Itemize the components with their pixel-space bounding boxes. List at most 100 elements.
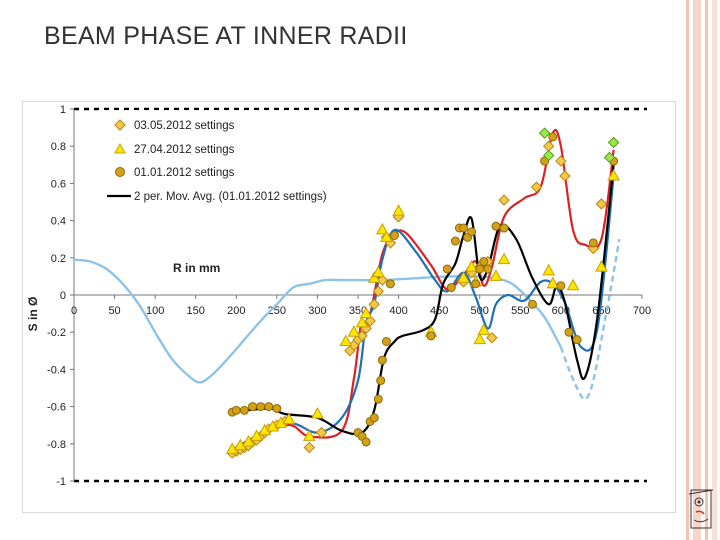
marker-circle — [450, 236, 460, 246]
x-tick-label: 700 — [633, 305, 651, 317]
legend-entry-1: 27.04.2012 settings — [114, 142, 235, 156]
marker-circle — [479, 257, 489, 267]
marker-circle — [491, 221, 501, 231]
marker-triangle — [473, 332, 487, 345]
y-axis-title: S in Ø — [26, 297, 40, 332]
axes-layer: 1 0.8 0.6 0.4 0.2 0 -0.2 -0.4 -0.6 -0.8 -1 0 50 100 15… — [47, 104, 651, 488]
marker-triangle — [367, 271, 381, 283]
curve-light-blue-dashed — [559, 238, 621, 401]
x-tick-label: 300 — [308, 305, 326, 317]
marker-circle — [264, 402, 274, 412]
marker-circle — [458, 223, 468, 233]
y-tick-label: -0.4 — [47, 364, 66, 376]
marker-diamond — [595, 198, 608, 210]
marker-triangle — [242, 434, 255, 447]
marker-triangle — [339, 334, 353, 346]
x-tick-label: 150 — [187, 305, 205, 317]
marker-triangle — [566, 278, 580, 291]
marker-circle — [248, 402, 258, 412]
marker-triangle — [542, 263, 556, 276]
marker-circle — [361, 437, 371, 447]
marker-triangle — [375, 222, 389, 235]
y-tick-label: -0.6 — [47, 402, 66, 414]
marker-circle — [467, 227, 477, 237]
marker-diamond — [372, 285, 384, 297]
beam-phase-chart: 1 0.8 0.6 0.4 0.2 0 -0.2 -0.4 -0.6 -0.8 -1 0 50 100 15… — [26, 104, 651, 488]
marker-circle — [483, 264, 493, 274]
x-tick-label: 400 — [389, 305, 407, 317]
chart-frame: 1 0.8 0.6 0.4 0.2 0 -0.2 -0.4 -0.6 -0.8 -1 0 50 100 15… — [22, 101, 676, 513]
x-axis-title: R in mm — [173, 261, 220, 275]
legend-label-1: 27.04.2012 settings — [134, 144, 235, 156]
decorative-border — [680, 0, 720, 540]
marker-diamond — [303, 441, 316, 454]
marker-triangle — [347, 325, 361, 337]
marker-diamond — [368, 298, 380, 311]
legend-entry-2: 01.01.2012 settings — [115, 167, 235, 179]
marker-triangle — [546, 276, 560, 289]
slide-title: BEAM PHASE AT INNER RADII — [44, 22, 408, 50]
y-tick-label: 0.2 — [51, 253, 66, 265]
marker-circle — [442, 264, 452, 274]
x-tick-label: 450 — [430, 305, 448, 317]
y-tick-label: 1 — [60, 104, 66, 116]
marker-circle — [376, 376, 386, 386]
marker-triangle — [477, 323, 491, 335]
legend: 03.05.2012 settings 27.04.2012 settings … — [98, 110, 353, 214]
x-tick-label: 0 — [71, 305, 77, 317]
marker-triangle — [311, 407, 324, 419]
marker-triangle — [302, 429, 316, 441]
marker-triangle — [250, 429, 263, 441]
marker-layer — [225, 127, 620, 459]
marker-circle — [369, 413, 379, 423]
marker-diamond — [530, 181, 543, 193]
marker-circle — [390, 230, 400, 240]
y-tick-label: -1 — [56, 476, 66, 488]
marker-diamond — [364, 315, 376, 327]
marker-triangle — [355, 315, 369, 328]
marker-circle — [385, 279, 395, 289]
marker-triangle — [392, 204, 405, 216]
marker-diamond — [559, 170, 571, 182]
marker-circle — [426, 331, 436, 341]
y-tick-label: 0.6 — [51, 178, 66, 190]
marker-diamond — [498, 194, 510, 206]
y-tick-label: 0.8 — [51, 141, 66, 153]
marker-circle — [231, 405, 241, 415]
marker-triangle — [371, 265, 385, 278]
y-tick-label: -0.2 — [47, 327, 66, 339]
x-tick-label: 50 — [108, 305, 120, 317]
marker-diamond — [555, 155, 567, 167]
marker-triangle — [457, 271, 470, 283]
marker-triangle — [282, 412, 296, 425]
marker-triangle — [359, 306, 373, 319]
marker-diamond-green — [538, 127, 551, 139]
marker-diamond — [542, 140, 555, 152]
legend-entry-0: 03.05.2012 settings — [114, 119, 235, 132]
y-tick-label: -0.8 — [47, 439, 66, 451]
marker-diamond-green — [607, 136, 620, 149]
marker-triangle — [497, 252, 511, 265]
marker-triangle — [380, 230, 393, 242]
legend-entry-3: 2 per. Mov. Avg. (01.01.2012 settings) — [107, 191, 327, 203]
marker-circle — [446, 283, 456, 293]
marker-circle — [272, 403, 282, 413]
marker-diamond — [315, 426, 328, 439]
marker-triangle — [595, 260, 608, 272]
marker-triangle — [489, 269, 503, 281]
marker-circle — [564, 327, 574, 337]
y-tick-label: 0 — [60, 290, 66, 302]
marker-diamond — [486, 332, 498, 344]
legend-label-0: 03.05.2012 settings — [134, 120, 235, 132]
marker-circle — [499, 223, 509, 233]
logo-icon — [688, 489, 714, 529]
marker-circle — [377, 355, 387, 365]
marker-circle — [572, 335, 582, 345]
x-tick-label: 550 — [511, 305, 529, 317]
marker-triangle — [465, 260, 478, 272]
marker-triangle — [607, 168, 620, 181]
x-tick-label: 200 — [227, 305, 245, 317]
marker-circle — [556, 281, 566, 291]
marker-diamond-green — [603, 151, 616, 164]
marker-circle — [381, 337, 391, 346]
